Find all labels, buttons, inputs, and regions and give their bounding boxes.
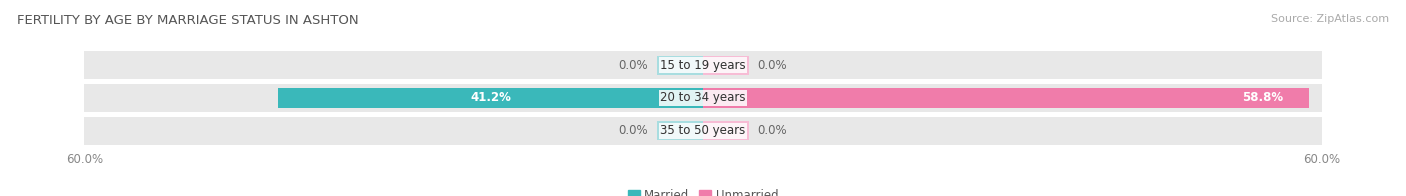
Text: 0.0%: 0.0% (758, 59, 787, 72)
Text: Source: ZipAtlas.com: Source: ZipAtlas.com (1271, 14, 1389, 24)
Bar (657, 121, 703, 140)
Text: 35 to 50 years: 35 to 50 years (661, 124, 745, 137)
Text: FERTILITY BY AGE BY MARRIAGE STATUS IN ASHTON: FERTILITY BY AGE BY MARRIAGE STATUS IN A… (17, 14, 359, 27)
Text: 0.0%: 0.0% (758, 124, 787, 137)
Legend: Married, Unmarried: Married, Unmarried (623, 184, 783, 196)
Text: 15 to 19 years: 15 to 19 years (661, 59, 745, 72)
Text: 58.8%: 58.8% (1243, 92, 1284, 104)
Text: 41.2%: 41.2% (470, 92, 510, 104)
Bar (703, 56, 749, 75)
Text: 35 to 50 years: 35 to 50 years (661, 124, 745, 137)
Bar (84, 84, 1322, 112)
Text: 15 to 19 years: 15 to 19 years (661, 59, 745, 72)
Text: 20 to 34 years: 20 to 34 years (661, 92, 745, 104)
Text: 0.0%: 0.0% (619, 59, 648, 72)
Bar (703, 88, 1309, 108)
Bar (657, 56, 703, 75)
Text: 20 to 34 years: 20 to 34 years (661, 92, 745, 104)
Bar (703, 121, 749, 140)
Bar (84, 51, 1322, 79)
Bar (278, 88, 703, 108)
Bar (84, 117, 1322, 145)
Text: 0.0%: 0.0% (619, 124, 648, 137)
